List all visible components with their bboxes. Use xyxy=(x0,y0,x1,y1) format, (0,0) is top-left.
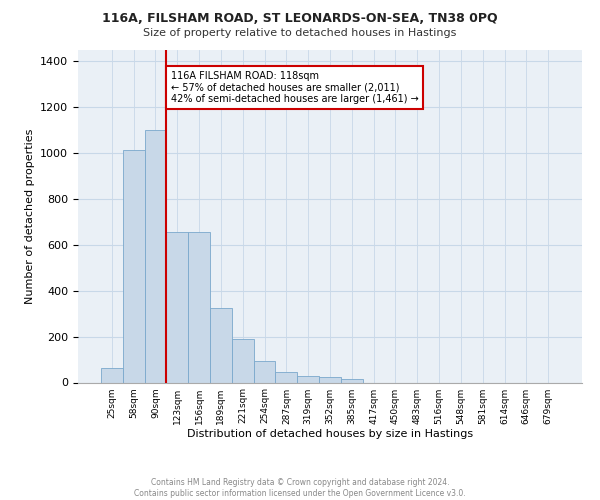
Text: 116A FILSHAM ROAD: 118sqm
← 57% of detached houses are smaller (2,011)
42% of se: 116A FILSHAM ROAD: 118sqm ← 57% of detac… xyxy=(171,70,418,104)
Bar xyxy=(188,232,210,382)
Text: Size of property relative to detached houses in Hastings: Size of property relative to detached ho… xyxy=(143,28,457,38)
Bar xyxy=(319,377,341,382)
Text: 116A, FILSHAM ROAD, ST LEONARDS-ON-SEA, TN38 0PQ: 116A, FILSHAM ROAD, ST LEONARDS-ON-SEA, … xyxy=(102,12,498,26)
Bar xyxy=(101,368,123,382)
Bar xyxy=(341,379,363,382)
Bar xyxy=(297,376,319,382)
X-axis label: Distribution of detached houses by size in Hastings: Distribution of detached houses by size … xyxy=(187,430,473,440)
Bar xyxy=(166,232,188,382)
Text: Contains HM Land Registry data © Crown copyright and database right 2024.
Contai: Contains HM Land Registry data © Crown c… xyxy=(134,478,466,498)
Bar xyxy=(210,308,232,382)
Bar xyxy=(254,360,275,382)
Bar xyxy=(275,372,297,382)
Bar xyxy=(123,150,145,382)
Bar xyxy=(145,130,166,382)
Y-axis label: Number of detached properties: Number of detached properties xyxy=(25,128,35,304)
Bar xyxy=(232,339,254,382)
